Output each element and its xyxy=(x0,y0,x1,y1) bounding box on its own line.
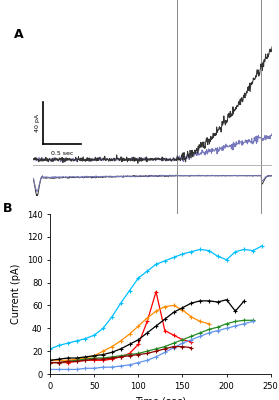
Text: 0.5 sec: 0.5 sec xyxy=(51,151,73,156)
X-axis label: Time (sec): Time (sec) xyxy=(135,396,186,400)
Text: 40 pA: 40 pA xyxy=(35,114,40,132)
Text: A: A xyxy=(15,28,24,41)
Text: B: B xyxy=(3,202,12,215)
Y-axis label: Current (pA): Current (pA) xyxy=(11,264,21,324)
